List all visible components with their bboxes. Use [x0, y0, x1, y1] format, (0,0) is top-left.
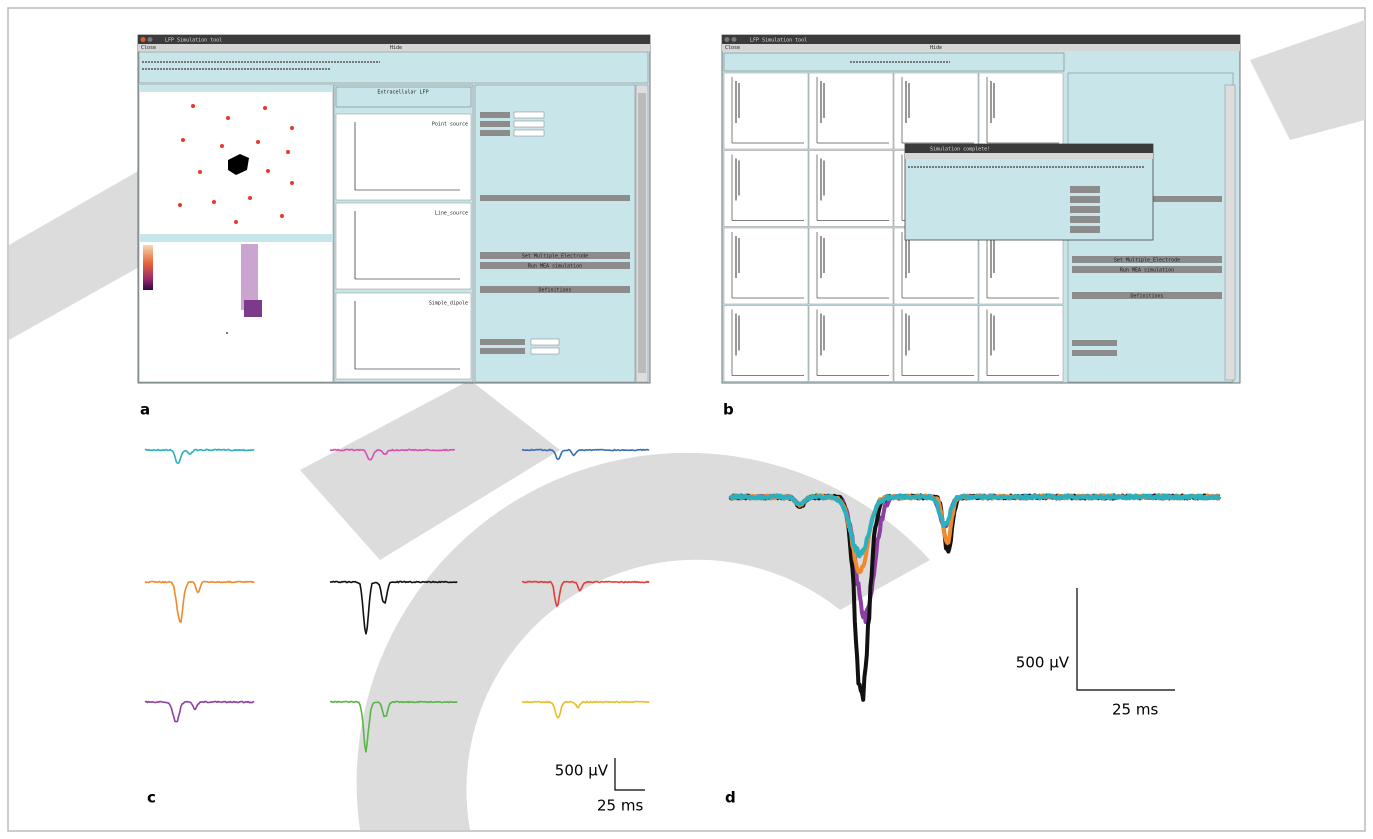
panel-label: a [140, 401, 150, 419]
mini-plot [724, 151, 808, 227]
panel-label: d [725, 789, 736, 807]
menu-item[interactable]: Hide [390, 45, 402, 51]
mini-plot [724, 228, 808, 304]
mini-plot [724, 306, 808, 382]
screenshot-b: LFP Simulation tool Close Hide Set Multi… [722, 35, 1240, 383]
scale-label: 500 µV [1016, 654, 1070, 672]
scale-label: 500 µV [555, 762, 609, 780]
popup-title: Simulation complete! [930, 147, 990, 153]
panel-label: c [147, 789, 156, 807]
button[interactable]: Definitions [538, 288, 571, 294]
button[interactable]: Run MEA simulation [528, 264, 582, 270]
plot-label: Line_source [435, 211, 468, 217]
button[interactable]: Definitions [1130, 294, 1163, 300]
mini-plot [894, 73, 978, 149]
plot-label: Point source [432, 122, 468, 128]
mini-plot [809, 228, 893, 304]
mini-plot [894, 306, 978, 382]
mini-plot [724, 73, 808, 149]
figure: LFP Simulation tool Close Hide Extracell… [0, 0, 1373, 839]
mini-plot [979, 306, 1063, 382]
mini-plot [809, 73, 893, 149]
scale-label: 25 ms [1112, 701, 1158, 719]
button[interactable]: Set Multiple_Electrode [1114, 258, 1180, 264]
plot-label: Simple_dipole [429, 301, 468, 307]
menu-item[interactable]: Close [725, 45, 740, 51]
screenshot-a: LFP Simulation tool Close Hide Extracell… [138, 35, 650, 383]
scale-label: 25 ms [597, 797, 643, 815]
mini-plot [809, 306, 893, 382]
mini-plot [809, 151, 893, 227]
mini-plot [979, 73, 1063, 149]
panel-label: b [723, 401, 734, 419]
button[interactable]: Set Multiple_Electrode [522, 254, 588, 260]
menu-item[interactable]: Hide [930, 45, 942, 51]
window-title: LFP Simulation tool [165, 38, 222, 44]
button[interactable]: Run MEA simulation [1120, 268, 1174, 274]
window-title: LFP Simulation tool [750, 38, 807, 44]
panel-title: Extracellular LFP [377, 90, 428, 96]
menu-item[interactable]: Close [141, 45, 156, 51]
